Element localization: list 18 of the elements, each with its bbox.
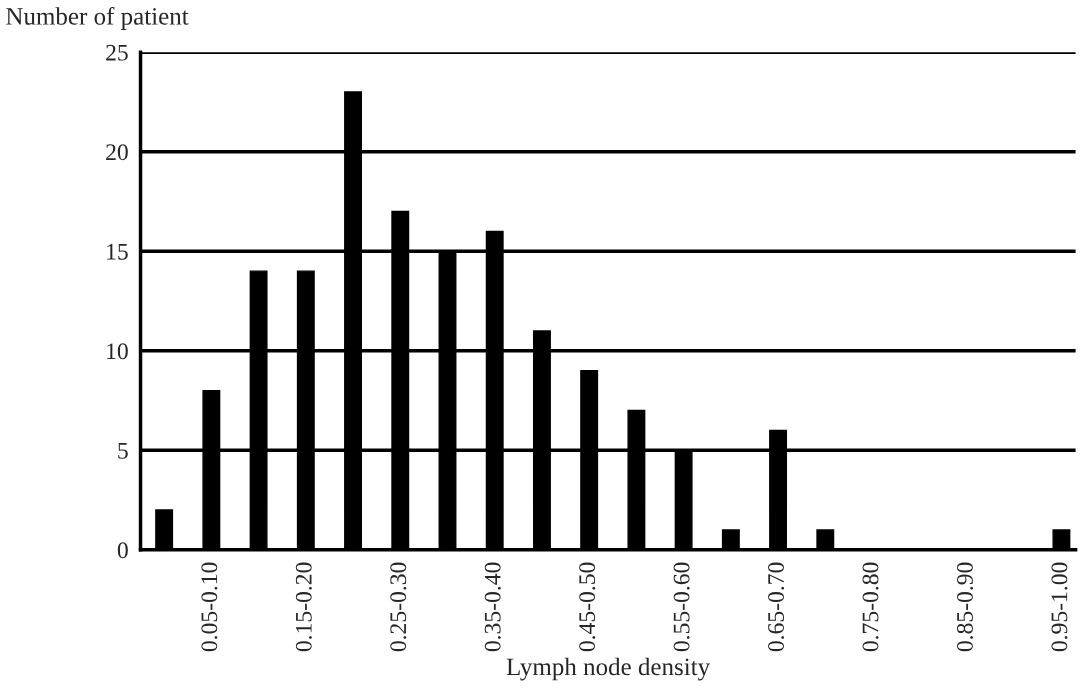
x-tick-label: 0.85-0.90: [956, 562, 973, 652]
y-tick-label: 10: [107, 343, 128, 360]
x-tick-label: 0.25-0.30: [390, 562, 407, 652]
x-tick-label: 0.05-0.10: [201, 562, 218, 652]
x-tick-label: 0.95-1.00: [1051, 562, 1068, 652]
x-tick-label: 0.75-0.80: [862, 562, 879, 652]
y-tick-label: 0: [117, 542, 128, 559]
x-tick-label: 0.65-0.70: [768, 562, 785, 652]
y-tick-label: 20: [106, 144, 128, 161]
x-tick-label: 0.55-0.60: [673, 562, 690, 652]
x-tick-label: 0.45-0.50: [579, 562, 596, 652]
y-tick-label: 5: [118, 443, 128, 459]
x-tick-label: 0.15-0.20: [295, 562, 312, 652]
x-axis-title: Lymph node density: [506, 657, 711, 681]
y-tick-label: 25: [106, 44, 128, 61]
y-tick-label: 15: [107, 243, 128, 260]
x-tick-label: 0.35-0.40: [484, 562, 501, 652]
y-axis-title: Number of patient: [6, 6, 189, 30]
